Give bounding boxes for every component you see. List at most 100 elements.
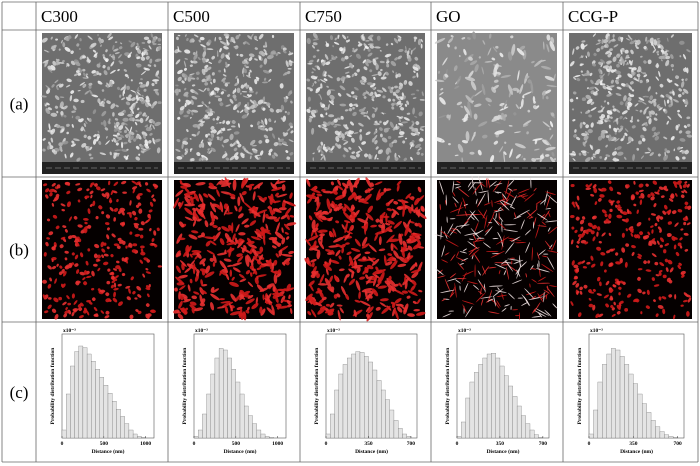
sem-feature (226, 128, 232, 131)
confocal-feature (217, 227, 221, 231)
confocal-feature (397, 263, 407, 268)
sem-feature (157, 45, 162, 52)
confocal-feature (247, 281, 254, 288)
histogram-bar (474, 372, 479, 439)
confocal-feature (94, 183, 98, 187)
sem-feature (369, 37, 373, 41)
sem-feature (657, 53, 659, 56)
sem-feature (377, 71, 382, 77)
sem-feature (129, 106, 133, 111)
sem-feature (112, 54, 116, 61)
sem-feature (311, 84, 314, 88)
confocal-feature (269, 193, 274, 205)
sem-feature (397, 73, 402, 78)
histogram-bar (137, 436, 142, 439)
histogram-bar (389, 409, 395, 439)
confocal-feature (188, 195, 193, 203)
confocal-feature (272, 285, 276, 292)
sem-feature (144, 139, 149, 146)
confocal-feature (228, 303, 233, 312)
confocal-feature (309, 284, 314, 292)
sem-feature (343, 147, 349, 153)
confocal-feature (280, 295, 286, 304)
sem-feature (374, 154, 378, 160)
sem-feature (349, 55, 352, 57)
histogram-bar (619, 356, 625, 439)
confocal-feature (275, 192, 279, 197)
x-axis-label: Distance (nm) (224, 448, 257, 455)
confocal-feature (71, 252, 75, 256)
confocal-feature (199, 294, 203, 305)
confocal-feature (66, 201, 72, 208)
confocal-feature (128, 242, 133, 248)
sem-feature (196, 77, 199, 80)
sem-feature (376, 35, 381, 41)
confocal-feature (388, 275, 392, 282)
confocal-feature (97, 259, 101, 262)
sem-feature (44, 60, 49, 67)
sem-feature (48, 141, 52, 146)
confocal-feature (662, 274, 667, 279)
sem-feature (186, 129, 189, 133)
confocal-feature (113, 181, 119, 187)
confocal-feature (189, 301, 197, 306)
confocal-feature (407, 313, 415, 317)
sem-feature (398, 122, 403, 126)
sem-feature (391, 86, 394, 90)
sem-feature (342, 47, 346, 55)
confocal-feature (135, 204, 140, 208)
confocal-feature (209, 257, 214, 262)
sem-feature (64, 46, 71, 52)
sem-feature (202, 157, 207, 161)
sem-feature (312, 157, 314, 162)
sem-feature (141, 51, 144, 57)
sem-feature (364, 153, 369, 158)
sem-feature (352, 106, 355, 110)
sem-feature (105, 58, 109, 63)
confocal-feature (350, 247, 361, 252)
x-tick-label: 0 (193, 441, 196, 447)
sem-feature (249, 99, 255, 105)
sem-feature (362, 92, 366, 97)
sem-feature (330, 54, 336, 60)
confocal-feature (95, 186, 101, 191)
confocal-feature (286, 300, 291, 306)
sem-feature (155, 70, 160, 77)
x-axis-label: Distance (nm) (92, 448, 125, 455)
confocal-feature (401, 290, 409, 294)
confocal-feature (288, 250, 295, 255)
confocal-feature (66, 295, 70, 300)
sem-feature (381, 112, 385, 115)
confocal-feature (379, 211, 386, 219)
histogram-bar (61, 429, 67, 439)
sem-feature (62, 105, 68, 110)
confocal-feature (51, 308, 57, 313)
sem-feature (221, 77, 226, 82)
confocal-feature (177, 313, 184, 320)
confocal-feature (343, 220, 351, 224)
sem-feature (118, 46, 123, 50)
sem-feature (72, 105, 77, 111)
histogram-bar (86, 353, 92, 439)
confocal-feature (192, 220, 197, 227)
sem-feature (320, 153, 323, 156)
histogram-bar (330, 413, 335, 439)
sem-feature (266, 102, 271, 107)
sem-feature (96, 136, 100, 142)
confocal-feature (212, 254, 217, 264)
confocal-feature (223, 205, 229, 216)
sem-feature (191, 95, 198, 100)
confocal-feature (189, 190, 196, 194)
histogram-bar (376, 380, 382, 439)
sem-feature (89, 146, 93, 151)
sem-feature (323, 106, 328, 111)
confocal-feature (47, 304, 52, 310)
confocal-feature (134, 216, 138, 221)
confocal-feature (383, 225, 393, 233)
sem-feature (398, 48, 404, 53)
confocal-feature (117, 283, 122, 287)
sem-feature (114, 122, 118, 129)
sem-feature (273, 152, 278, 157)
sem-feature (285, 95, 289, 99)
confocal-feature (83, 217, 89, 221)
